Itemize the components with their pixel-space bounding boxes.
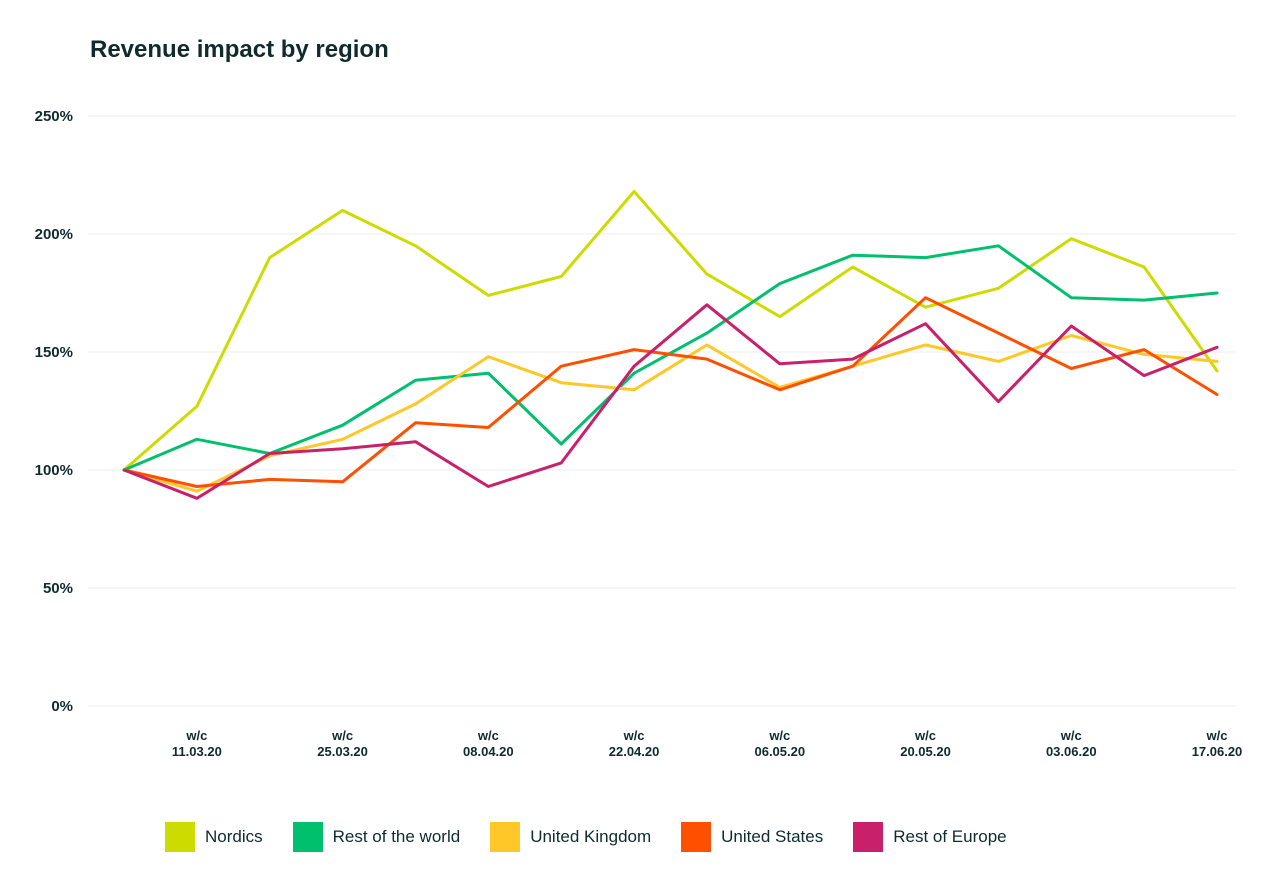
y-tick-label: 250%	[35, 108, 73, 125]
legend-swatch	[165, 822, 195, 852]
legend-swatch	[490, 822, 521, 852]
x-tick-label: w/c 03.06.20	[1046, 728, 1097, 759]
y-tick-label: 0%	[51, 698, 73, 715]
legend-swatch	[853, 822, 884, 852]
legend-label: United Kingdom	[530, 827, 652, 846]
y-tick-label: 200%	[35, 226, 73, 243]
x-tick-label: w/c 17.06.20	[1192, 728, 1243, 759]
legend-label: Nordics	[205, 827, 263, 846]
legend-swatch	[292, 822, 323, 852]
series-line-2	[122, 334, 1219, 493]
legend-item: United Kingdom	[490, 822, 651, 852]
legend-label: Rest of Europe	[893, 827, 1007, 846]
legend-item: Rest of Europe	[853, 822, 1007, 852]
x-tick-label: w/c 06.05.20	[754, 728, 805, 759]
x-tick-label: w/c 20.05.20	[900, 728, 951, 759]
legend-item: Rest of the world	[292, 822, 461, 852]
y-tick-label: 50%	[43, 580, 73, 597]
x-tick-label: w/c 25.03.20	[317, 728, 368, 759]
legend-swatch	[681, 822, 712, 852]
legend: Nordics Rest of the world United Kingdom Un…	[165, 822, 1037, 852]
chart-title: Revenue impact by region	[90, 36, 389, 63]
y-tick-label: 150%	[35, 344, 73, 361]
gridlines	[88, 115, 1236, 707]
series-line-4	[122, 303, 1219, 500]
y-axis: 0% 50% 100% 150% 200% 250%	[35, 108, 73, 715]
y-tick-label: 100%	[35, 462, 73, 479]
legend-label: Rest of the world	[332, 827, 461, 846]
series-line-3	[122, 296, 1219, 488]
x-tick-label: w/c 22.04.20	[609, 728, 660, 759]
x-tick-label: w/c 08.04.20	[463, 728, 514, 759]
series-lines	[122, 190, 1219, 500]
series-line-1	[122, 244, 1219, 472]
x-axis: w/c 11.03.20 w/c 25.03.20 w/c 08.04.20 w/c 22.0…	[172, 728, 1242, 759]
legend-item: Nordics	[165, 822, 263, 852]
legend-label: United States	[721, 827, 824, 846]
series-line-0	[122, 190, 1219, 472]
x-tick-label: w/c 11.03.20	[172, 728, 222, 759]
legend-item: United States	[681, 822, 823, 852]
